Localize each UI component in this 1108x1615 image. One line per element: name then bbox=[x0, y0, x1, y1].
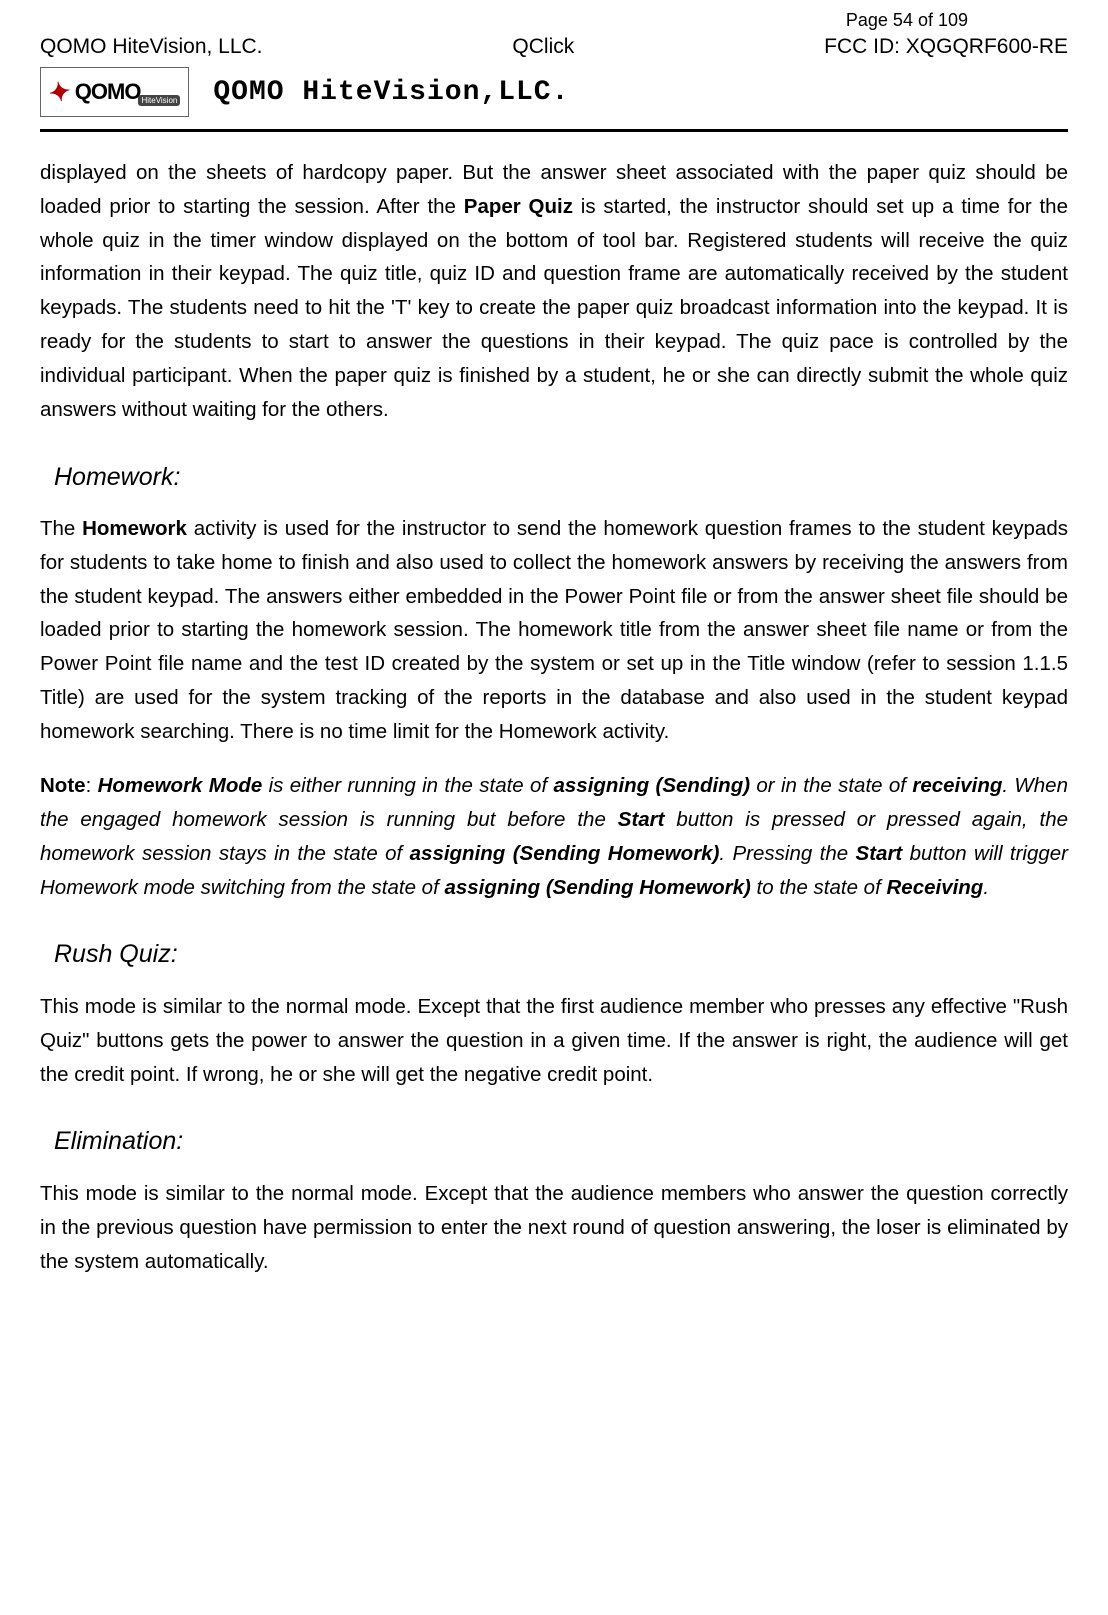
logo-main-text: QOMOHiteVision bbox=[75, 79, 181, 105]
header-row: QOMO HiteVision, LLC. QClick FCC ID: XQG… bbox=[40, 35, 1068, 59]
product-name: QClick bbox=[512, 35, 574, 59]
assigning-sending-label: assigning (Sending) bbox=[554, 774, 751, 797]
start-label: Start bbox=[618, 808, 665, 831]
receiving-label: receiving bbox=[912, 774, 1002, 797]
rush-quiz-heading: Rush Quiz: bbox=[40, 940, 1068, 969]
divider-line bbox=[40, 129, 1068, 132]
text-segment: . Pressing the bbox=[719, 842, 855, 865]
document-page: Page 54 of 109 QOMO HiteVision, LLC. QCl… bbox=[0, 0, 1108, 1328]
rush-quiz-paragraph: This mode is similar to the normal mode.… bbox=[40, 990, 1068, 1091]
text-segment: or in the state of bbox=[750, 774, 912, 797]
paper-quiz-paragraph: displayed on the sheets of hardcopy pape… bbox=[40, 156, 1068, 427]
brand-title: QOMO HiteVision,LLC. bbox=[213, 77, 569, 108]
fcc-id: FCC ID: XQGQRF600-RE bbox=[824, 35, 1068, 59]
logo-row: ✦ QOMOHiteVision QOMO HiteVision,LLC. bbox=[40, 67, 1068, 117]
start-label: Start bbox=[856, 842, 903, 865]
assigning-sending-homework-label: assigning (Sending Homework) bbox=[410, 842, 720, 865]
company-name: QOMO HiteVision, LLC. bbox=[40, 35, 263, 59]
elimination-heading: Elimination: bbox=[40, 1127, 1068, 1156]
page-number: Page 54 of 109 bbox=[40, 10, 1068, 31]
text-segment: to the state of bbox=[751, 876, 887, 899]
note-label: Note bbox=[40, 774, 86, 797]
text-segment: activity is used for the instructor to s… bbox=[40, 517, 1068, 743]
text-segment: is started, the instructor should set up… bbox=[40, 195, 1068, 421]
receiving-label: Receiving bbox=[886, 876, 983, 899]
homework-mode-label: Homework Mode bbox=[98, 774, 263, 797]
logo-box: ✦ QOMOHiteVision bbox=[40, 67, 189, 117]
logo-swoosh-icon: ✦ bbox=[46, 75, 73, 109]
text-segment: is either running in the state of bbox=[262, 774, 553, 797]
text-segment: The bbox=[40, 517, 82, 540]
text-segment: . bbox=[983, 876, 989, 899]
homework-paragraph: The Homework activity is used for the in… bbox=[40, 512, 1068, 749]
homework-heading: Homework: bbox=[40, 463, 1068, 492]
assigning-sending-homework-label: assigning (Sending Homework) bbox=[444, 876, 750, 899]
homework-label: Homework bbox=[82, 517, 187, 540]
note-paragraph: Note: Homework Mode is either running in… bbox=[40, 769, 1068, 904]
elimination-paragraph: This mode is similar to the normal mode.… bbox=[40, 1177, 1068, 1278]
paper-quiz-label: Paper Quiz bbox=[464, 195, 573, 218]
text-segment: : bbox=[86, 774, 98, 797]
